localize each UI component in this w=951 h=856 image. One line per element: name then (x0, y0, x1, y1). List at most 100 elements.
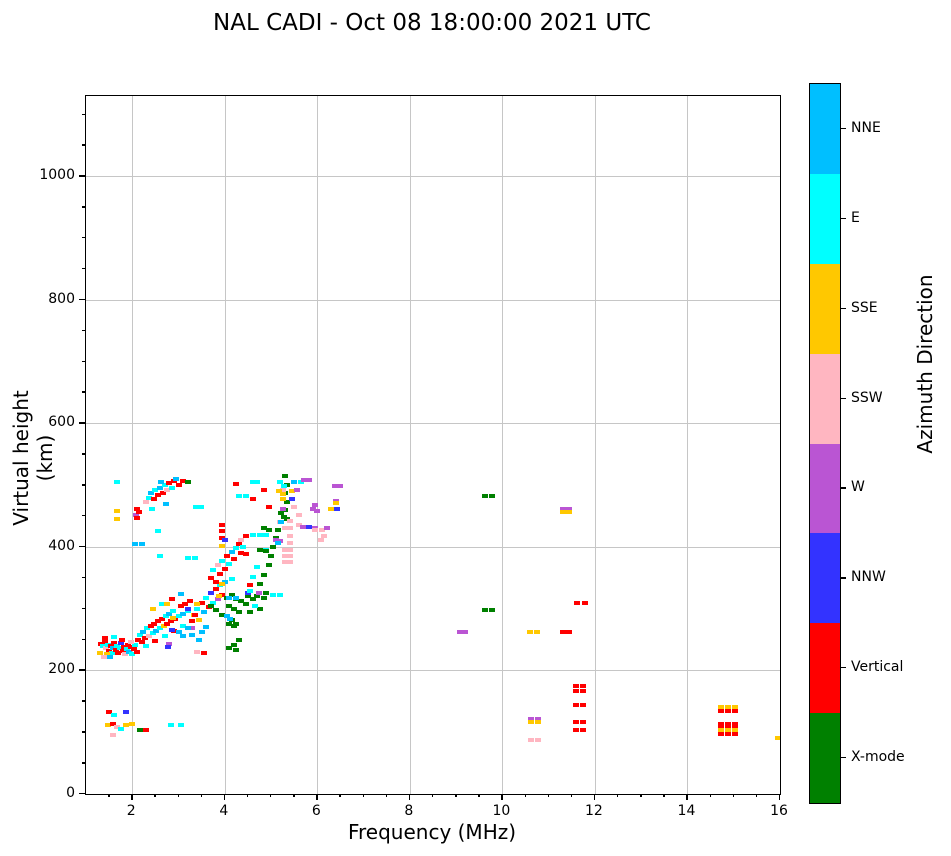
data-point (312, 527, 319, 532)
data-point (157, 626, 164, 631)
data-point (197, 504, 204, 509)
x-tick-label: 10 (492, 803, 511, 819)
data-point (161, 633, 168, 638)
data-point (137, 727, 144, 732)
data-point (724, 724, 731, 729)
data-point (180, 479, 187, 484)
data-point (111, 712, 118, 717)
data-point (278, 520, 285, 525)
data-point (226, 603, 233, 608)
data-point (261, 488, 268, 493)
data-point (147, 490, 154, 495)
x-gridline (132, 96, 134, 794)
data-point (286, 533, 293, 538)
data-point (227, 617, 234, 622)
data-point (235, 609, 242, 614)
data-point (160, 623, 167, 628)
data-point (231, 606, 238, 611)
data-point (125, 642, 132, 647)
data-point (566, 630, 573, 635)
y-minor-tick (82, 515, 85, 517)
data-point (217, 572, 224, 577)
data-point (157, 554, 164, 559)
data-point (286, 518, 293, 523)
data-point (284, 483, 291, 488)
colorbar-category-label: E (851, 209, 860, 226)
data-point (184, 606, 191, 611)
data-point (281, 554, 288, 559)
data-point (279, 488, 286, 493)
data-point (281, 484, 288, 489)
data-point (143, 643, 150, 648)
data-point (318, 537, 325, 542)
data-point (261, 526, 268, 531)
data-point (231, 557, 238, 562)
data-point (566, 510, 573, 515)
data-point (189, 632, 196, 637)
data-point (149, 631, 156, 636)
data-point (534, 737, 541, 742)
data-point (143, 727, 150, 732)
data-point (717, 704, 724, 709)
data-point (159, 601, 166, 606)
data-point (580, 683, 587, 688)
data-point (332, 501, 339, 506)
data-point (225, 621, 232, 626)
x-gridline (502, 96, 504, 794)
data-point (270, 544, 277, 549)
data-point (212, 579, 219, 584)
data-point (200, 651, 207, 656)
data-point (226, 562, 233, 567)
data-point (287, 560, 294, 565)
data-point (166, 611, 173, 616)
data-point (162, 501, 169, 506)
data-point (118, 641, 125, 646)
data-point (203, 625, 210, 630)
colorbar-tick (841, 307, 846, 309)
data-point (159, 490, 166, 495)
y-minor-tick (82, 144, 85, 146)
y-major-tick (79, 175, 85, 177)
data-point (175, 630, 182, 635)
y-tick-label: 800 (48, 290, 75, 307)
data-point (101, 640, 108, 645)
colorbar-tick (841, 577, 846, 579)
data-point (191, 612, 198, 617)
data-point (122, 652, 129, 657)
x-minor-tick (432, 794, 434, 798)
data-point (293, 488, 300, 493)
data-point (191, 556, 198, 561)
y-tick-label: 600 (48, 414, 75, 431)
data-point (534, 717, 541, 722)
data-point (166, 641, 173, 646)
data-point (456, 630, 463, 635)
x-minor-tick (732, 794, 735, 798)
data-point (219, 529, 226, 534)
x-minor-tick (640, 794, 642, 798)
data-point (212, 607, 219, 612)
data-point (559, 507, 566, 512)
data-point (180, 611, 187, 616)
data-point (99, 643, 106, 648)
data-point (233, 546, 240, 551)
x-tick-label: 12 (585, 803, 603, 819)
data-point (286, 526, 293, 531)
data-point (265, 527, 272, 532)
data-point (559, 630, 566, 635)
data-point (140, 630, 147, 635)
colorbar-segment-nne (810, 84, 840, 174)
data-point (105, 722, 112, 727)
data-point (559, 510, 566, 515)
data-point (528, 737, 535, 742)
data-point (214, 596, 221, 601)
data-point (133, 507, 140, 512)
data-point (277, 480, 284, 485)
grid-layer (86, 96, 780, 794)
data-point (184, 609, 191, 614)
data-point (275, 527, 281, 532)
data-point (102, 636, 109, 641)
data-point (278, 510, 285, 515)
data-point (287, 554, 294, 559)
data-point (168, 722, 175, 727)
